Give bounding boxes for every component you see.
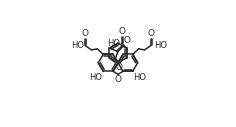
Text: HO: HO (154, 41, 167, 50)
Text: HO: HO (71, 41, 84, 50)
Text: O: O (124, 36, 131, 45)
Text: O: O (115, 63, 122, 72)
Text: HO: HO (133, 73, 146, 82)
Text: O: O (82, 29, 88, 38)
Text: O: O (148, 29, 154, 38)
Text: O: O (118, 27, 125, 36)
Text: O: O (114, 75, 122, 84)
Text: HO: HO (90, 73, 103, 82)
Text: HO: HO (108, 39, 121, 48)
